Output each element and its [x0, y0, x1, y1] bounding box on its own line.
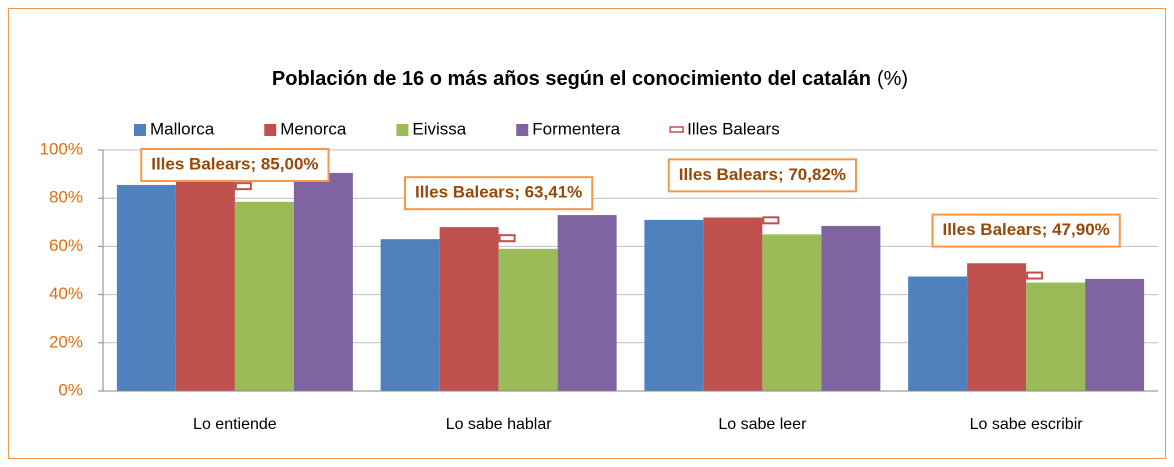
annotation: Illes Balears; 47,90%: [931, 213, 1121, 248]
y-tick-label: 0%: [58, 380, 83, 399]
x-tick-label: Lo entiende: [193, 416, 277, 433]
bar: [967, 263, 1027, 391]
bar: [439, 227, 499, 391]
annotation-label: Illes Balears; 70,82%: [679, 165, 846, 184]
bar: [557, 215, 617, 391]
bar: [175, 176, 235, 391]
x-tick-label: Lo sabe leer: [718, 416, 807, 433]
y-tick-label: 20%: [49, 332, 83, 351]
title-unit: (%): [877, 68, 908, 90]
bar: [380, 239, 440, 391]
x-tick-label: Lo sabe hablar: [446, 416, 553, 433]
legend-label: Eivissa: [412, 119, 466, 138]
bar: [644, 219, 704, 391]
annotation-box: [931, 213, 1121, 248]
bar: [293, 172, 353, 391]
bar: [498, 248, 558, 391]
title-main: Población de 16 o más años según el cono…: [272, 68, 871, 90]
legend-swatch: [516, 124, 529, 136]
chart-title: Población de 16 o más años según el cono…: [272, 68, 908, 90]
y-tick-label: 60%: [49, 236, 83, 255]
legend-swatch: [134, 124, 146, 136]
bar: [703, 217, 763, 391]
annotation-label: Illes Balears; 47,90%: [942, 220, 1109, 239]
annotation-box: [667, 158, 858, 193]
bar: [116, 184, 176, 391]
legend-swatch: [669, 126, 684, 133]
marker: [498, 234, 516, 243]
bar: [234, 201, 294, 391]
legend-swatch: [264, 124, 277, 136]
y-tick-label: 100%: [40, 139, 83, 158]
legend-label: Formentera: [532, 119, 620, 138]
marker: [762, 216, 780, 225]
annotation-box: [140, 148, 330, 182]
x-tick-label: Lo sabe escribir: [970, 416, 1084, 433]
annotation: Illes Balears; 85,00%: [140, 148, 330, 182]
marker: [1026, 271, 1044, 280]
bar: [821, 225, 881, 391]
bar: [1085, 278, 1145, 391]
annotation: Illes Balears; 63,41%: [403, 176, 594, 211]
legend-label: Menorca: [280, 119, 347, 138]
bar: [908, 276, 968, 391]
annotation-box: [403, 176, 594, 211]
y-tick-label: 40%: [49, 284, 83, 303]
annotation-label: Illes Balears; 63,41%: [415, 183, 582, 202]
y-tick-label: 80%: [49, 188, 83, 207]
bar: [762, 234, 822, 391]
annotation-label: Illes Balears; 85,00%: [151, 154, 318, 173]
annotation: Illes Balears; 70,82%: [667, 158, 858, 193]
marker: [234, 182, 252, 191]
legend-swatch: [396, 124, 409, 136]
legend-label: Mallorca: [150, 119, 215, 138]
bar: [1026, 282, 1086, 391]
legend-label: Illes Balears: [687, 119, 780, 138]
